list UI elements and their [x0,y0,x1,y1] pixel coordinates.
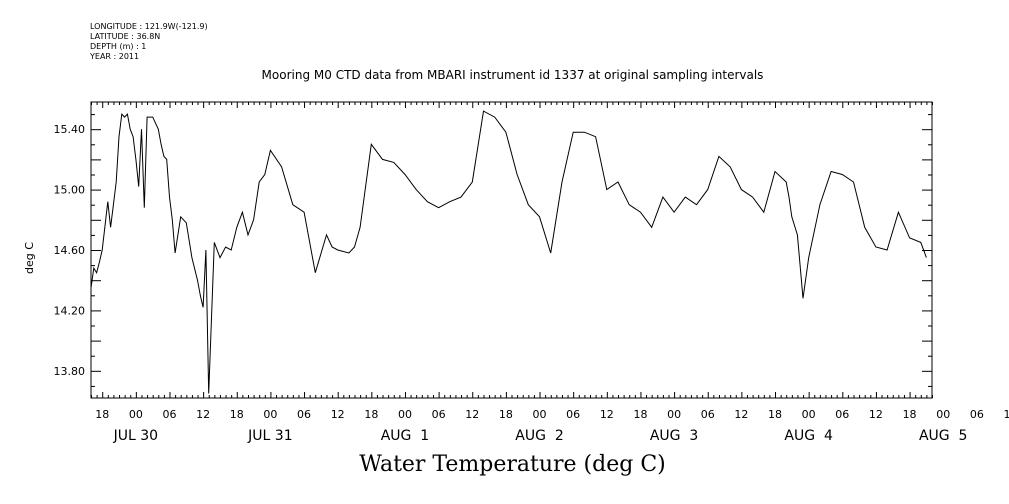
x-tick-label: 18 [364,408,378,421]
bottom-title-wrap: Water Temperature (deg C) [0,452,1009,477]
y-tick-label: 14.20 [54,304,86,317]
y-tick-label: 14.60 [54,244,86,257]
x-tick-labels: 18 00 06 12 18 00 06 12 18 00 06 12 18 00 06 12 18 00 06 12… [95,408,1009,421]
series-line-water-temperature [90,110,927,394]
date-label: JUL 31 [247,428,292,444]
x-tick-label: 18 [633,408,647,421]
x-tick-label: 18 [499,408,513,421]
x-tick-label: 18 [230,408,244,421]
date-label: AUG 2 [515,428,563,444]
chart-title: Mooring M0 CTD data from MBARI instrumen… [261,68,764,82]
y-tick-label: 15.00 [54,184,86,197]
x-tick-label: 06 [970,408,984,421]
x-tick-label: 18 [95,408,109,421]
x-tick-label: 00 [129,408,143,421]
x-tick-label: 00 [802,408,816,421]
date-label: JUL 30 [113,428,158,444]
x-tick-label: 06 [566,408,580,421]
latitude-label: LATITUDE : 36.8N [90,32,161,41]
x-tick-label: 00 [263,408,277,421]
x-tick-label: 06 [701,408,715,421]
longitude-label: LONGITUDE : 121.9W(-121.9) [90,22,208,31]
x-tick-label: 12 [465,408,479,421]
x-tick-label: 00 [533,408,547,421]
y-tick-label: 13.80 [54,365,86,378]
x-tick-label: 12 [734,408,748,421]
x-tick-label: 06 [835,408,849,421]
y-tick-labels: 13.80 14.20 14.60 15.00 15.40 [54,123,86,378]
bottom-title: Water Temperature (deg C) [359,452,666,477]
axis-ticks [91,102,933,398]
x-tick-label: 18 [768,408,782,421]
metadata-block: LONGITUDE : 121.9W(-121.9) LATITUDE : 36… [90,22,208,62]
date-label: AUG 3 [650,428,698,444]
x-tick-label: 06 [162,408,176,421]
date-label: AUG 5 [919,428,967,444]
date-label: AUG 1 [381,428,429,444]
x-tick-label: 06 [432,408,446,421]
chart-title-wrap: Mooring M0 CTD data from MBARI instrumen… [0,68,1009,82]
x-tick-label: 00 [667,408,681,421]
x-tick-label: 12 [1003,408,1009,421]
y-axis-label: deg C [23,242,36,274]
x-tick-label: 00 [398,408,412,421]
x-tick-label: 12 [869,408,883,421]
x-tick-label: 12 [600,408,614,421]
x-tick-label: 12 [196,408,210,421]
y-tick-label: 15.40 [54,123,86,136]
x-tick-label: 18 [903,408,917,421]
x-tick-label: 12 [331,408,345,421]
depth-label: DEPTH (m) : 1 [90,42,147,51]
date-label: AUG 4 [784,428,833,444]
x-tick-label: 00 [936,408,950,421]
year-label: YEAR : 2011 [90,52,140,61]
x-tick-label: 06 [297,408,311,421]
